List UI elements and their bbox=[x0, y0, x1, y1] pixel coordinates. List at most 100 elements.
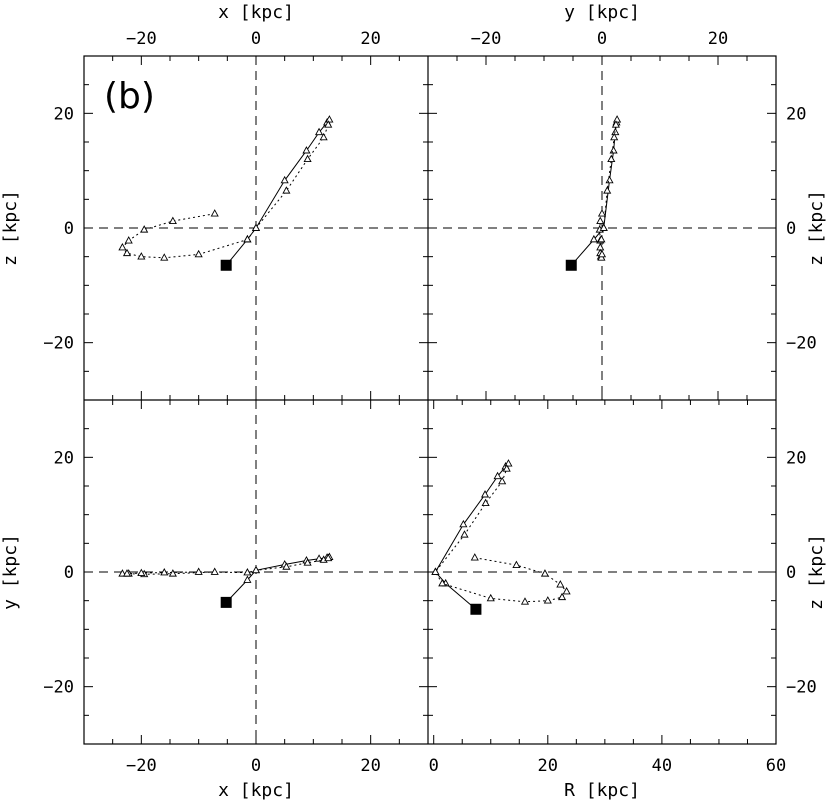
tick-label-right-z: 20 bbox=[786, 448, 806, 468]
data-point-dotted-Rz bbox=[562, 586, 571, 595]
tick-label-bottom-R: 60 bbox=[766, 756, 786, 776]
start-point-marker-Rz bbox=[470, 603, 482, 615]
data-point-dotted-xy bbox=[122, 569, 132, 577]
data-point-dotted-Rz bbox=[502, 464, 511, 472]
data-point-dotted-Rz bbox=[460, 530, 469, 538]
tick-label-right-z: 0 bbox=[786, 219, 796, 239]
right-bottom-y-axis-label: z [kpc] bbox=[806, 534, 827, 610]
data-point-dotted-xz bbox=[282, 186, 291, 194]
start-point-marker-xz bbox=[220, 259, 232, 271]
data-point-dotted-xy bbox=[168, 569, 177, 577]
data-point-dotted-Rz bbox=[543, 596, 552, 604]
data-point-dotted-yz bbox=[603, 186, 612, 194]
tick-label-top-x: 0 bbox=[251, 29, 261, 49]
data-point-dotted-yz bbox=[607, 154, 616, 163]
data-point-solid-yz bbox=[589, 234, 598, 243]
tick-label-bottom-R: 20 bbox=[538, 756, 558, 776]
data-point-dotted-xz bbox=[194, 249, 203, 258]
tick-label-right-z: 0 bbox=[786, 563, 796, 583]
data-point-dotted-yz bbox=[596, 216, 605, 224]
data-point-dotted-Rz bbox=[558, 592, 567, 601]
data-point-dotted-Rz bbox=[520, 597, 530, 605]
top-right-x-axis-label: y [kpc] bbox=[564, 2, 640, 23]
top-left-x-axis-label: x [kpc] bbox=[218, 2, 294, 23]
tick-label-right-z: −20 bbox=[786, 678, 817, 698]
tick-label-top-y: −20 bbox=[471, 29, 502, 49]
tick-label-bottom-R: 40 bbox=[652, 756, 672, 776]
data-point-dotted-xz bbox=[324, 120, 333, 128]
data-point-dotted-Rz bbox=[556, 580, 565, 588]
tick-label-top-y: 20 bbox=[708, 29, 728, 49]
data-point-solid-xz bbox=[280, 175, 289, 184]
start-point-marker-xy bbox=[220, 596, 232, 608]
data-point-dotted-xz bbox=[118, 242, 127, 251]
data-point-dotted-Rz bbox=[486, 593, 495, 602]
data-point-solid-yz bbox=[605, 175, 614, 184]
data-point-dotted-xy bbox=[282, 562, 291, 570]
tick-label-right-z: −20 bbox=[786, 334, 817, 354]
data-point-dotted-xz bbox=[124, 236, 133, 244]
data-point-dotted-xy bbox=[303, 558, 312, 566]
data-point-solid-xz bbox=[315, 127, 324, 136]
tick-label-left-y: 20 bbox=[54, 448, 74, 468]
data-point-dotted-xz bbox=[303, 154, 312, 163]
data-point-solid-Rz bbox=[493, 471, 502, 480]
data-point-dotted-xz bbox=[140, 225, 149, 233]
data-point-dotted-Rz bbox=[470, 553, 479, 561]
data-point-dotted-Rz bbox=[481, 498, 490, 507]
data-point-solid-yz bbox=[613, 115, 622, 123]
data-point-dotted-xy bbox=[160, 568, 169, 576]
orbit-series bbox=[118, 115, 622, 615]
data-point-dotted-yz bbox=[610, 132, 619, 141]
data-point-dotted-xz bbox=[319, 132, 328, 141]
tick-label-left-z: 0 bbox=[64, 219, 74, 239]
data-point-dotted-Rz bbox=[512, 560, 521, 568]
tick-label-bottom-R: 0 bbox=[429, 756, 439, 776]
tick-label-left-z: 20 bbox=[54, 104, 74, 124]
start-point-marker-yz bbox=[565, 259, 577, 271]
bottom-right-x-axis-label: R [kpc] bbox=[564, 780, 640, 801]
data-point-solid-Rz bbox=[480, 490, 490, 498]
data-point-dotted-xz bbox=[243, 234, 252, 243]
panel-tag: (b) bbox=[104, 76, 155, 117]
tick-label-top-y: 0 bbox=[597, 29, 607, 49]
bottom-left-x-axis-label: x [kpc] bbox=[218, 780, 294, 801]
left-top-y-axis-label: z [kpc] bbox=[0, 190, 21, 266]
data-point-dotted-xz bbox=[160, 253, 169, 261]
data-point-dotted-xy bbox=[137, 568, 146, 576]
data-point-dotted-yz bbox=[599, 223, 608, 231]
data-point-dotted-xy bbox=[210, 567, 219, 575]
data-point-dotted-xz bbox=[251, 223, 261, 231]
series-line-solid-Rz bbox=[434, 463, 509, 610]
series-line-dotted-xz bbox=[121, 124, 329, 259]
tick-label-left-z: −20 bbox=[43, 334, 74, 354]
tick-label-top-x: 20 bbox=[360, 29, 380, 49]
data-point-dotted-Rz bbox=[540, 569, 550, 577]
data-point-dotted-Rz bbox=[431, 567, 440, 575]
data-point-dotted-xy bbox=[324, 553, 333, 562]
data-point-dotted-Rz bbox=[438, 578, 447, 587]
data-point-dotted-xz bbox=[210, 209, 219, 217]
data-point-dotted-yz bbox=[597, 249, 607, 258]
data-point-solid-yz bbox=[609, 146, 618, 154]
tick-label-top-x: −20 bbox=[126, 29, 157, 49]
data-point-solid-xz bbox=[302, 146, 311, 154]
data-point-solid-xy bbox=[243, 575, 252, 583]
series-line-solid-xy bbox=[225, 556, 330, 603]
series-line-dotted-Rz bbox=[434, 468, 568, 603]
data-point-dotted-xz bbox=[122, 248, 132, 257]
tick-label-bottom-x: 0 bbox=[251, 756, 261, 776]
tick-marks bbox=[83, 55, 777, 745]
right-top-y-axis-label: z [kpc] bbox=[806, 190, 827, 266]
tick-label-left-y: −20 bbox=[43, 678, 74, 698]
tick-label-bottom-x: 20 bbox=[360, 756, 380, 776]
data-point-dotted-xy bbox=[194, 567, 203, 575]
tick-labels: −20 0 20 −20 0 20 −20 0 20 0 20 40 60 −20 0 20 −20 0 20 −20… bbox=[43, 29, 816, 776]
data-point-solid-xz bbox=[325, 115, 334, 123]
data-point-dotted-yz bbox=[597, 234, 606, 243]
tick-label-bottom-x: −20 bbox=[126, 756, 157, 776]
left-bottom-y-axis-label: y [kpc] bbox=[0, 534, 21, 610]
data-point-solid-Rz bbox=[459, 519, 468, 528]
data-point-dotted-xy bbox=[243, 568, 252, 576]
